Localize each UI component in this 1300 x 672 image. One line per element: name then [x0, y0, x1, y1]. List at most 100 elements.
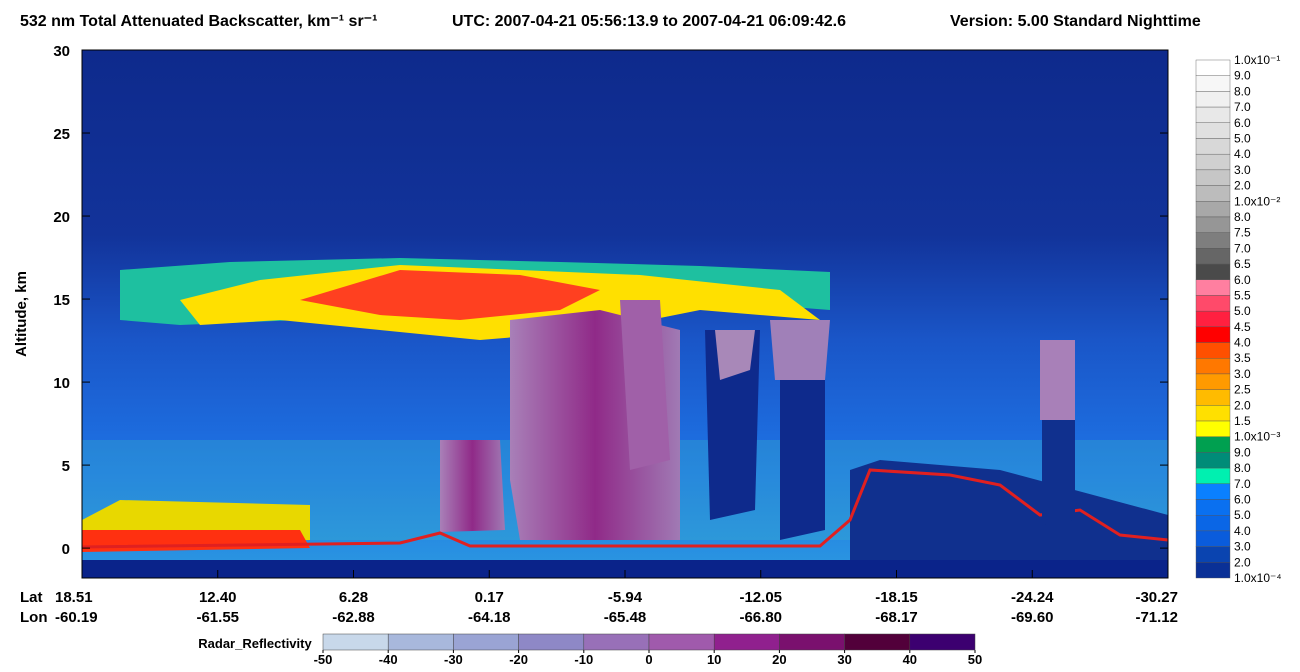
backscatter-image: [81, 50, 1169, 578]
colorbar-label: 5.0: [1234, 131, 1251, 145]
colorbar-label: 4.0: [1234, 147, 1251, 161]
colorbar-label: 6.0: [1234, 273, 1251, 287]
lon-tick-label: -61.55: [196, 609, 239, 626]
colorbar-cell: [1195, 279, 1231, 296]
colorbar-cell: [1195, 483, 1231, 500]
colorbar-label: 6.5: [1234, 257, 1251, 271]
chart-title: 532 nm Total Attenuated Backscatter, km⁻…: [20, 13, 377, 30]
lon-tick-label: -64.18: [468, 609, 511, 626]
colorbar-label: 6.0: [1234, 493, 1251, 507]
colorbar-label: 3.0: [1234, 367, 1251, 381]
radar-tick-label: -30: [444, 652, 463, 667]
colorbar-cell: [1195, 562, 1231, 579]
colorbar-label: 7.0: [1234, 100, 1251, 114]
colorbar-cell: [1195, 169, 1231, 186]
colorbar-label: 3.5: [1234, 351, 1251, 365]
radar-tick-label: 40: [903, 652, 917, 667]
y-tick-label: 10: [53, 375, 70, 392]
colorbar-cell: [1195, 201, 1231, 218]
lat-tick-label: -12.05: [739, 589, 782, 606]
colorbar-cell: [1195, 216, 1231, 233]
colorbar-label: 9.0: [1234, 445, 1251, 459]
colorbar-cell: [1195, 295, 1231, 312]
radar-colorbar-cell: [387, 633, 454, 651]
colorbar-cell: [1195, 373, 1231, 390]
colorbar-label: 5.0: [1234, 508, 1251, 522]
colorbar-label: 1.0x10⁻⁴: [1234, 571, 1282, 585]
colorbar-cell: [1195, 153, 1231, 171]
colorbar-label: 2.0: [1234, 398, 1251, 412]
colorbar-label: 4.0: [1234, 336, 1251, 350]
colorbar-cell: [1195, 389, 1231, 406]
lon-tick-label: -62.88: [332, 609, 375, 626]
colorbar-cell: [1195, 405, 1231, 422]
colorbar-cell: [1195, 59, 1231, 76]
colorbar-cell: [1195, 310, 1231, 328]
lon-tick-label: -65.48: [604, 609, 647, 626]
radar-tick-label: 20: [772, 652, 786, 667]
colorbar-cell: [1195, 515, 1231, 532]
radar-colorbar-cell: [583, 633, 650, 651]
y-tick-label: 25: [53, 126, 70, 143]
colorbar-label: 1.5: [1234, 414, 1251, 428]
colorbar-cell: [1195, 436, 1231, 453]
lat-tick-label: 6.28: [339, 589, 368, 606]
lat-tick-label: -18.15: [875, 589, 918, 606]
colorbar-cell: [1195, 342, 1231, 359]
lon-tick-label: -69.60: [1011, 609, 1054, 626]
colorbar-label: 2.0: [1234, 179, 1251, 193]
radar-tick-label: 10: [707, 652, 721, 667]
lat-tick-label: 18.51: [55, 589, 93, 606]
colorbar-label: 7.5: [1234, 226, 1251, 240]
colorbar-cell: [1195, 75, 1231, 92]
radar-colorbar-cell: [713, 633, 780, 651]
radar-colorbar-cell: [909, 633, 976, 651]
colorbar-cell: [1195, 358, 1231, 375]
y-tick-label: 20: [53, 209, 70, 226]
lon-tick-label: -71.12: [1135, 609, 1178, 626]
colorbar-cell: [1195, 326, 1231, 343]
colorbar-cell: [1195, 263, 1231, 280]
radar-tick-label: -50: [314, 652, 333, 667]
colorbar-cell: [1195, 122, 1231, 139]
colorbar-label: 4.0: [1234, 524, 1251, 538]
y-tick-label: 30: [53, 43, 70, 60]
lat-tick-label: -24.24: [1011, 589, 1054, 606]
lat-tick-label: 0.17: [475, 589, 504, 606]
colorbar-label: 8.0: [1234, 210, 1251, 224]
radar-tick-label: 0: [645, 652, 652, 667]
lat-tick-label: 12.40: [199, 589, 237, 606]
lon-label: Lon: [20, 609, 48, 626]
lat-tick-label: -30.27: [1135, 589, 1178, 606]
lon-tick-label: -66.80: [739, 609, 782, 626]
colorbar-label: 2.5: [1234, 383, 1251, 397]
radar-colorbar-cell: [322, 633, 389, 651]
radar-colorbar-cell: [648, 633, 715, 651]
colorbar-cell: [1195, 91, 1231, 108]
colorbar-cell: [1195, 232, 1231, 249]
time-range: UTC: 2007-04-21 05:56:13.9 to 2007-04-21…: [452, 13, 846, 30]
colorbar-label: 4.5: [1234, 320, 1251, 334]
colorbar-label: 1.0x10⁻²: [1234, 194, 1280, 208]
colorbar-cell: [1195, 138, 1231, 155]
radar-colorbar-cell: [518, 633, 585, 651]
radar-colorbar-cell: [779, 633, 845, 651]
radar-tick-label: -20: [509, 652, 528, 667]
colorbar-label: 8.0: [1234, 461, 1251, 475]
radar-tick-label: -40: [379, 652, 398, 667]
radar-tick-label: -10: [574, 652, 593, 667]
colorbar-cell: [1195, 420, 1231, 437]
y-tick-label: 15: [53, 292, 70, 309]
radar-colorbar-cell: [453, 633, 519, 651]
colorbar-label: 1.0x10⁻¹: [1234, 53, 1280, 67]
colorbar-cell: [1195, 546, 1231, 563]
colorbar-cell: [1195, 452, 1231, 469]
lat-label: Lat: [20, 589, 43, 606]
colorbar-label: 5.5: [1234, 288, 1251, 302]
colorbar-cell: [1195, 530, 1231, 547]
colorbar-label: 8.0: [1234, 84, 1251, 98]
radar-label: Radar_Reflectivity: [198, 636, 312, 651]
radar-tick-label: 50: [968, 652, 982, 667]
colorbar-cell: [1195, 106, 1231, 123]
lon-tick-label: -60.19: [55, 609, 98, 626]
